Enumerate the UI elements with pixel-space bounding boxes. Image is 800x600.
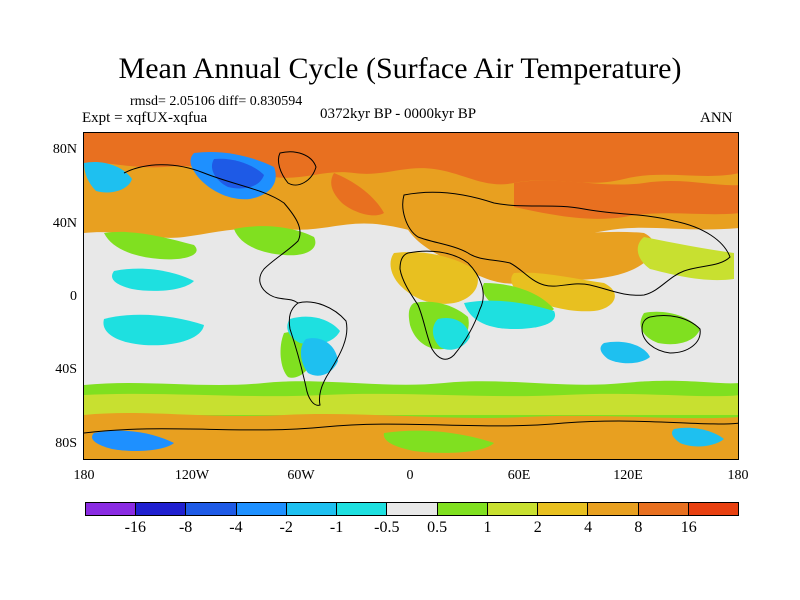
- colorbar-label: 2: [533, 519, 542, 536]
- coast-australia: [641, 315, 701, 354]
- colorbar-label: 16: [680, 519, 697, 536]
- siberia-hot-core: [514, 180, 738, 219]
- lon-label: 60E: [507, 468, 531, 483]
- colorbar-swatch: [387, 503, 438, 515]
- antarctic-cooling-west: [92, 430, 174, 451]
- canada-cooling-core: [211, 158, 264, 189]
- colorbar-label: 1: [483, 519, 492, 536]
- southern-indian-cooling: [600, 341, 650, 364]
- south-america-cooling: [300, 338, 338, 376]
- coast-antarctica: [84, 420, 738, 434]
- north-pacific-cooling: [112, 268, 194, 291]
- lon-label: 0: [406, 468, 414, 483]
- southern-ocean-yellow: [84, 393, 738, 415]
- lat-label: 80N: [52, 142, 77, 157]
- coast-south-america: [288, 301, 348, 406]
- colorbar-label: 4: [584, 519, 593, 536]
- north-africa-warm: [390, 251, 478, 304]
- season-label: ANN: [700, 110, 733, 126]
- colorbar-swatch: [337, 503, 388, 515]
- lon-label: 120E: [613, 468, 643, 483]
- colorbar-swatch: [236, 503, 287, 515]
- colorbar-swatch: [437, 503, 488, 515]
- colorbar-swatch: [86, 503, 137, 515]
- coast-greenland: [277, 151, 317, 186]
- lon-label: 180: [727, 468, 749, 483]
- north-america-green: [234, 226, 316, 256]
- colorbar-swatch: [538, 503, 589, 515]
- colorbar-label: -2: [279, 519, 293, 536]
- period-line: 0372kyr BP - 0000kyr BP: [320, 106, 477, 122]
- lon-label: 120W: [174, 468, 210, 483]
- africa-south-cooling: [432, 317, 470, 350]
- colorbar-swatch: [638, 503, 689, 515]
- colorbar-label: -1: [329, 519, 344, 536]
- colorbar-label: -8: [178, 519, 193, 536]
- colorbar: [85, 502, 739, 516]
- lat-label: 40S: [55, 362, 77, 377]
- lat-label: 40N: [52, 216, 77, 231]
- colorbar-swatch: [136, 503, 187, 515]
- colorbar-label: 8: [634, 519, 643, 536]
- lon-label: 60W: [287, 468, 315, 483]
- lat-label: 80S: [55, 436, 77, 451]
- atlantic-tropical-cooling: [287, 316, 340, 345]
- alaska-cooling: [84, 161, 132, 193]
- map-canvas: [84, 133, 738, 459]
- central-asia-warm: [637, 237, 734, 281]
- colorbar-label: 0.5: [427, 519, 448, 536]
- pacific-cooling: [103, 314, 204, 346]
- indian-ocean-cooling: [464, 300, 556, 329]
- antarctic-green: [383, 430, 494, 453]
- colorbar-swatch: [186, 503, 237, 515]
- north-atlantic-hot: [331, 173, 384, 216]
- colorbar-swatch: [286, 503, 338, 515]
- coastlines: [84, 151, 738, 434]
- coast-north-america: [123, 164, 301, 304]
- stats-line: rmsd= 2.05106 diff= 0.830594: [130, 94, 303, 109]
- pacific-green: [104, 231, 197, 260]
- lon-label: 180: [73, 468, 95, 483]
- colorbar-swatch: [588, 503, 639, 515]
- temperature-map: [83, 132, 739, 460]
- experiment-line: Expt = xqfUX-xqfua: [82, 110, 208, 126]
- colorbar-swatch: [487, 503, 539, 515]
- colorbar-swatch: [688, 503, 739, 515]
- colorbar-label: -16: [124, 519, 146, 536]
- antarctic-cooling-east: [672, 427, 724, 447]
- chart-title: Mean Annual Cycle (Surface Air Temperatu…: [118, 52, 682, 85]
- lat-label: 0: [70, 289, 77, 304]
- colorbar-label: -0.5: [374, 519, 400, 536]
- colorbar-label: -4: [229, 519, 243, 536]
- coast-eurasia: [402, 191, 731, 296]
- coast-africa: [399, 250, 484, 360]
